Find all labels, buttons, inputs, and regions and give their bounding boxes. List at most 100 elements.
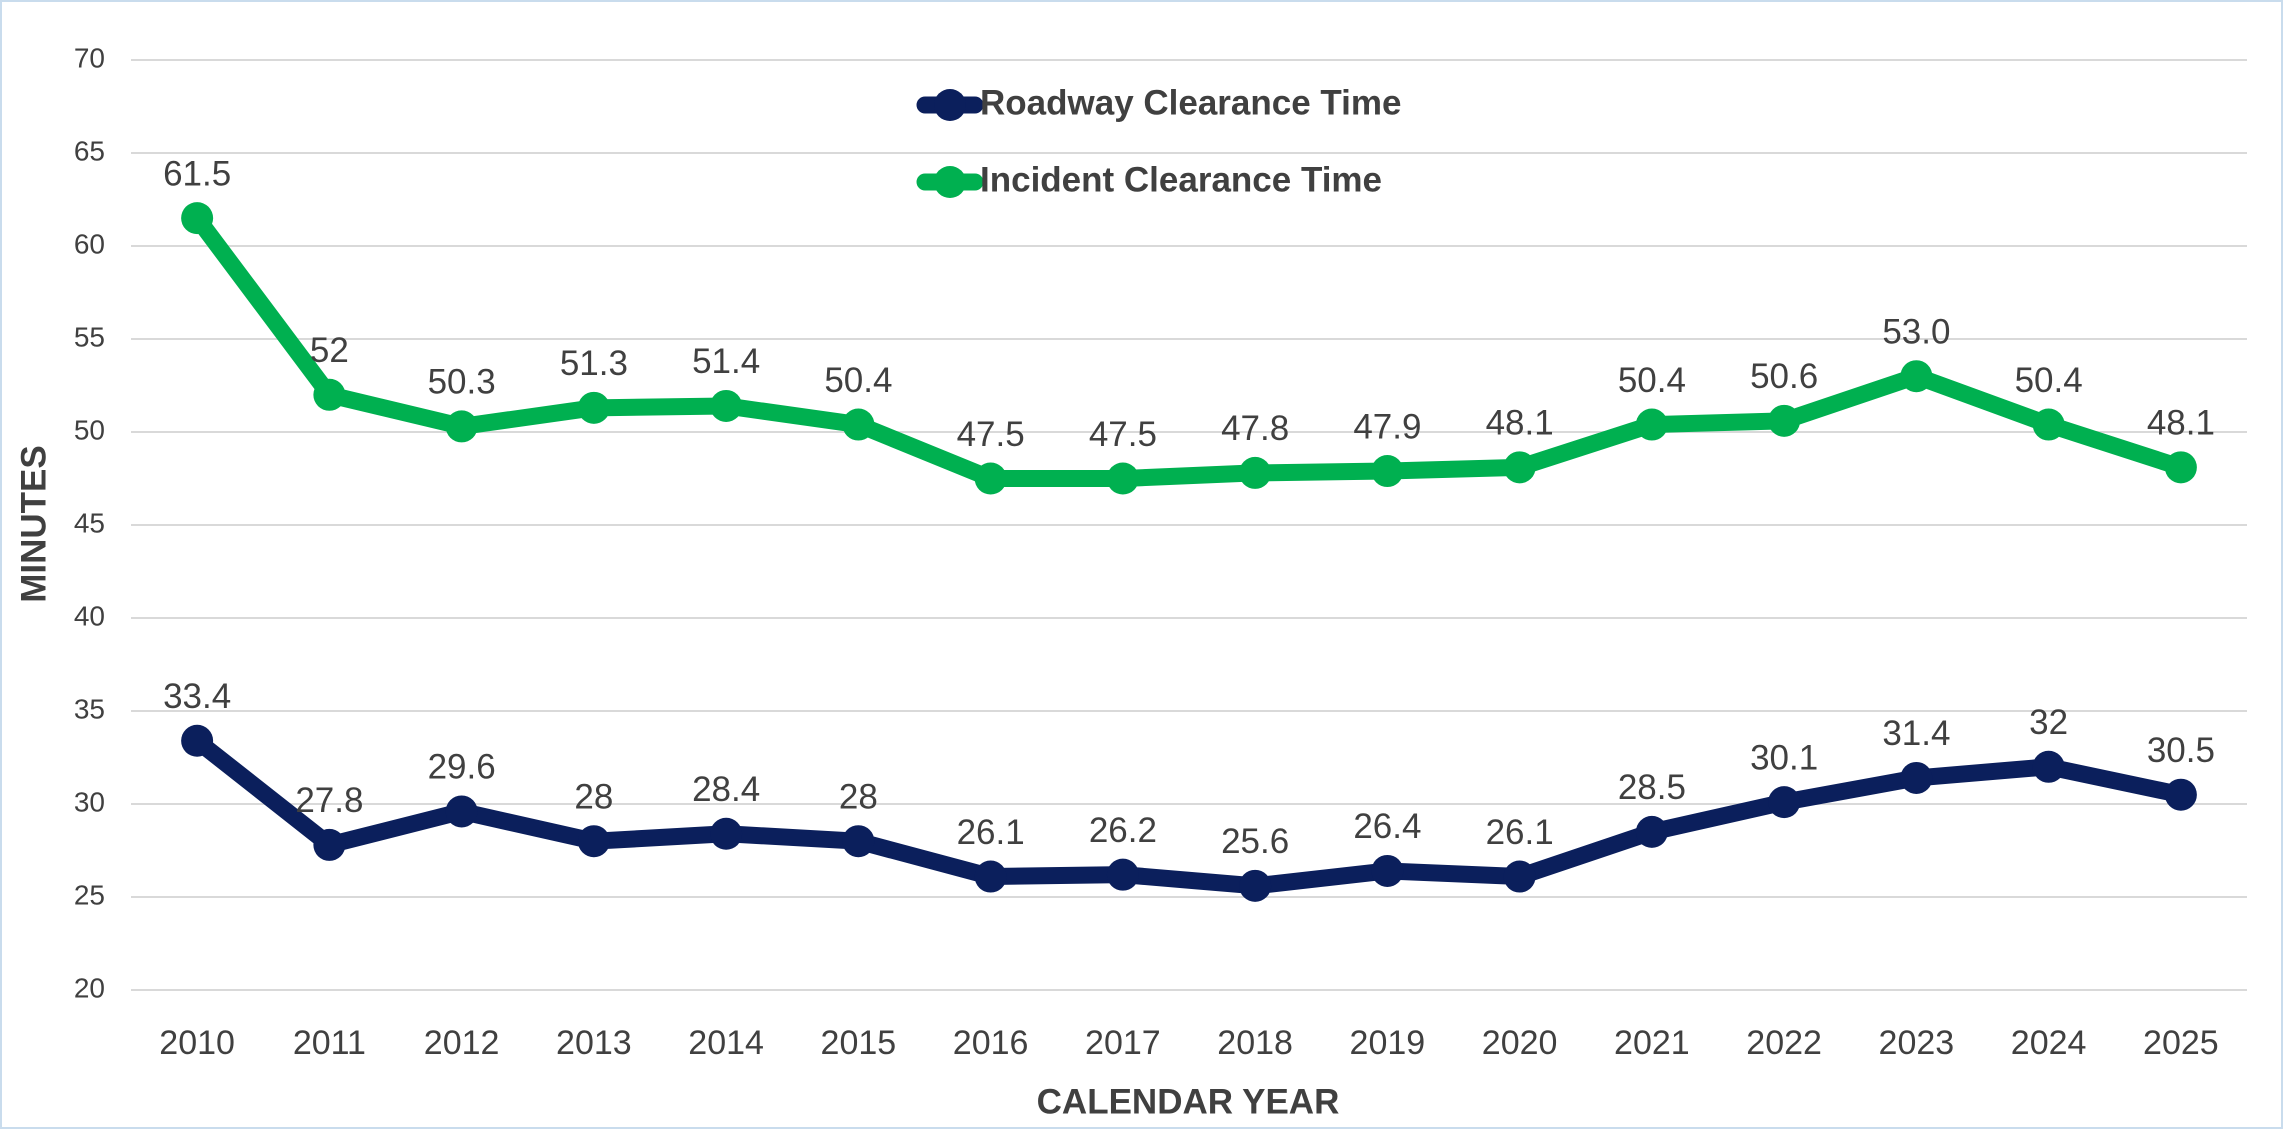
y-tick-label: 70: [74, 42, 105, 73]
data-point: [1635, 815, 1668, 848]
legend-marker: [934, 166, 966, 198]
y-tick-label: 65: [74, 135, 105, 166]
x-tick-label: 2023: [1879, 1024, 1955, 1062]
data-point: [577, 391, 610, 424]
data-label: 25.6: [1221, 822, 1289, 861]
data-label: 29.6: [428, 748, 496, 787]
data-point: [1503, 451, 1536, 484]
x-tick-label: 2018: [1217, 1024, 1293, 1062]
data-label: 31.4: [1882, 714, 1950, 753]
data-point: [974, 462, 1007, 495]
data-point: [842, 408, 875, 441]
data-point: [313, 378, 346, 411]
data-label: 26.1: [957, 813, 1025, 852]
x-tick-label: 2013: [556, 1024, 632, 1062]
data-label: 28.5: [1618, 768, 1686, 807]
y-tick-label: 25: [74, 879, 105, 910]
data-label: 28.4: [692, 770, 760, 809]
data-label: 61.5: [163, 154, 231, 193]
x-tick-label: 2021: [1614, 1024, 1690, 1062]
data-label: 26.4: [1353, 807, 1421, 846]
data-point: [1371, 455, 1404, 488]
data-point: [710, 389, 743, 422]
x-tick-label: 2020: [1482, 1024, 1558, 1062]
data-label: 50.3: [428, 363, 496, 402]
data-label: 47.5: [957, 415, 1025, 454]
data-label: 26.2: [1089, 811, 1157, 850]
data-point: [1635, 408, 1668, 441]
y-tick-label: 45: [74, 507, 105, 538]
data-label: 47.9: [1353, 407, 1421, 446]
y-tick-label: 55: [74, 321, 105, 352]
data-point: [1900, 360, 1933, 393]
x-tick-label: 2015: [821, 1024, 897, 1062]
data-label: 32: [2029, 703, 2068, 742]
data-point: [445, 795, 478, 828]
x-tick-label: 2017: [1085, 1024, 1161, 1062]
data-label: 27.8: [295, 781, 363, 820]
x-tick-label: 2025: [2143, 1024, 2219, 1062]
data-point: [1768, 404, 1801, 437]
y-tick-label: 40: [74, 600, 105, 631]
data-point: [2032, 408, 2065, 441]
data-label: 50.6: [1750, 357, 1818, 396]
data-label: 28: [839, 777, 878, 816]
legend-label: Roadway Clearance Time: [980, 83, 1402, 122]
series-line: [191, 734, 2183, 895]
series-line: [190, 213, 2184, 487]
data-label: 26.1: [1486, 813, 1554, 852]
data-point: [2164, 451, 2197, 484]
data-point: [181, 724, 214, 757]
legend-marker: [934, 89, 966, 121]
data-label: 50.4: [2015, 361, 2083, 400]
data-point: [2032, 750, 2065, 783]
data-label: 50.4: [824, 361, 892, 400]
y-axis-label: MINUTES: [14, 445, 53, 603]
data-point: [1768, 786, 1801, 819]
x-tick-label: 2012: [424, 1024, 500, 1062]
y-tick-label: 50: [74, 414, 105, 445]
x-tick-label: 2016: [953, 1024, 1029, 1062]
data-point: [974, 860, 1007, 893]
y-tick-label: 35: [74, 693, 105, 724]
data-point: [1239, 456, 1272, 489]
data-label: 48.1: [1486, 404, 1554, 443]
data-label: 47.5: [1089, 415, 1157, 454]
data-label: 51.3: [560, 344, 628, 383]
data-label: 53.0: [1882, 312, 1950, 351]
x-tick-label: 2014: [688, 1024, 764, 1062]
x-tick-label: 2019: [1350, 1024, 1426, 1062]
data-label: 51.4: [692, 342, 760, 381]
data-point: [1106, 462, 1139, 495]
data-point: [1371, 854, 1404, 887]
data-label: 52: [310, 331, 349, 370]
data-point: [1106, 858, 1139, 891]
x-tick-label: 2011: [293, 1024, 366, 1062]
data-label: 33.4: [163, 677, 231, 716]
data-point: [445, 410, 478, 443]
x-tick-label: 2024: [2011, 1024, 2087, 1062]
data-point: [1900, 761, 1933, 794]
data-point: [313, 828, 346, 861]
data-point: [1503, 860, 1536, 893]
legend-label: Incident Clearance Time: [980, 160, 1382, 199]
y-tick-label: 30: [74, 786, 105, 817]
data-label: 30.1: [1750, 738, 1818, 777]
data-label: 48.1: [2147, 404, 2215, 443]
data-point: [710, 817, 743, 850]
data-point: [181, 202, 214, 235]
y-tick-label: 20: [74, 972, 105, 1003]
data-label: 28: [574, 777, 613, 816]
data-point: [842, 825, 875, 858]
x-tick-label: 2010: [159, 1024, 235, 1062]
x-tick-label: 2022: [1746, 1024, 1822, 1062]
data-label: 47.8: [1221, 409, 1289, 448]
x-axis-label: CALENDAR YEAR: [1037, 1082, 1340, 1121]
data-point: [2164, 778, 2197, 811]
data-label: 50.4: [1618, 361, 1686, 400]
data-point: [577, 825, 610, 858]
y-tick-label: 60: [74, 228, 105, 259]
